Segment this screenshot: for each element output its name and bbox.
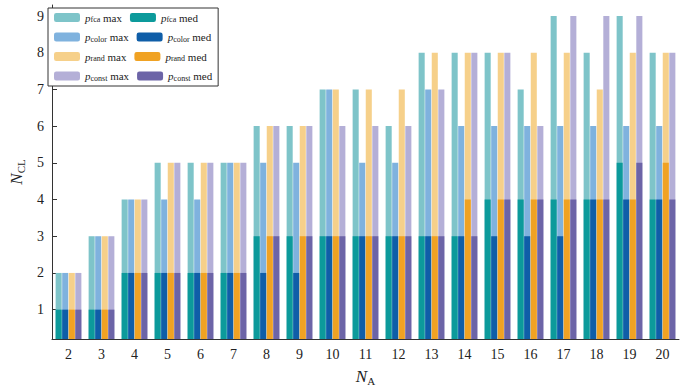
- svg-text:6: 6: [197, 347, 204, 362]
- svg-text:med: med: [190, 70, 212, 82]
- svg-text:2: 2: [37, 265, 44, 280]
- svg-text:6: 6: [37, 119, 44, 134]
- svg-text:max: max: [105, 51, 127, 63]
- svg-text:10: 10: [326, 347, 340, 362]
- svg-text:color: color: [91, 35, 108, 44]
- svg-text:2: 2: [65, 347, 72, 362]
- svg-text:max: max: [107, 70, 129, 82]
- svg-text:14: 14: [458, 347, 472, 362]
- svg-text:N: N: [7, 173, 26, 185]
- svg-text:19: 19: [623, 347, 637, 362]
- svg-text:A: A: [367, 375, 375, 387]
- svg-text:17: 17: [557, 347, 571, 362]
- svg-text:p: p: [168, 70, 174, 82]
- svg-text:color: color: [173, 35, 190, 44]
- svg-text:rand: rand: [91, 54, 105, 63]
- svg-text:N: N: [355, 367, 368, 386]
- svg-text:13: 13: [425, 347, 439, 362]
- svg-text:med: med: [185, 51, 207, 63]
- svg-text:p: p: [167, 31, 174, 43]
- svg-text:med: med: [190, 31, 212, 43]
- svg-text:p: p: [85, 70, 91, 82]
- svg-text:7: 7: [230, 347, 237, 362]
- svg-text:4: 4: [131, 347, 138, 362]
- svg-text:11: 11: [359, 347, 372, 362]
- svg-text:fca: fca: [91, 15, 101, 24]
- svg-text:med: med: [176, 12, 198, 24]
- svg-text:p: p: [161, 11, 167, 24]
- svg-text:9: 9: [296, 347, 303, 362]
- svg-text:const: const: [174, 74, 192, 83]
- svg-text:1: 1: [37, 302, 44, 317]
- svg-text:12: 12: [392, 347, 406, 362]
- svg-text:8: 8: [263, 347, 270, 362]
- svg-text:18: 18: [590, 347, 604, 362]
- svg-text:4: 4: [37, 192, 44, 207]
- svg-text:9: 9: [37, 9, 44, 24]
- svg-text:max: max: [107, 31, 129, 43]
- svg-text:5: 5: [37, 155, 44, 170]
- svg-text:20: 20: [656, 347, 670, 362]
- svg-text:p: p: [85, 31, 91, 43]
- svg-text:max: max: [100, 12, 122, 24]
- svg-text:16: 16: [524, 347, 538, 362]
- svg-text:p: p: [165, 50, 171, 63]
- svg-text:3: 3: [37, 229, 44, 244]
- svg-text:15: 15: [491, 347, 505, 362]
- svg-text:rand: rand: [171, 54, 185, 63]
- svg-text:fca: fca: [166, 15, 176, 24]
- svg-text:const: const: [91, 74, 109, 83]
- svg-text:8: 8: [37, 45, 44, 60]
- svg-text:p: p: [85, 50, 91, 63]
- svg-text:p: p: [85, 11, 91, 24]
- svg-text:CL: CL: [15, 159, 27, 173]
- svg-text:3: 3: [98, 347, 105, 362]
- svg-text:7: 7: [37, 82, 44, 97]
- svg-text:5: 5: [164, 347, 171, 362]
